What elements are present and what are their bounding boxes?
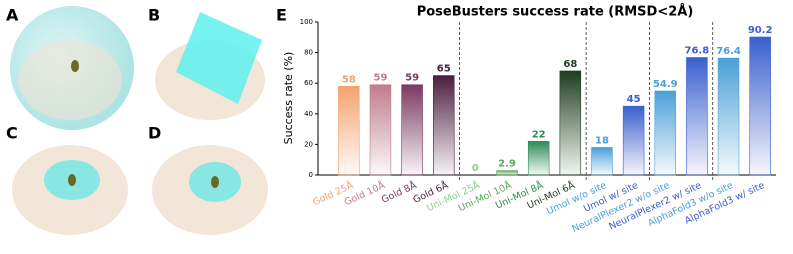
y-tick-label: 60 bbox=[304, 79, 313, 87]
bar bbox=[496, 170, 518, 176]
y-tick-label: 20 bbox=[304, 140, 313, 148]
value-label: 0 bbox=[472, 163, 479, 174]
panel-label: D bbox=[148, 124, 161, 143]
bar bbox=[749, 36, 771, 176]
bar bbox=[654, 90, 676, 176]
value-label: 59 bbox=[405, 73, 419, 84]
bar bbox=[591, 147, 613, 176]
value-label: 54.9 bbox=[653, 79, 678, 90]
value-label: 90.2 bbox=[748, 25, 773, 36]
bar bbox=[717, 57, 740, 176]
bar bbox=[369, 84, 392, 176]
bar bbox=[559, 70, 582, 176]
y-axis-label: Success rate (%) bbox=[282, 52, 295, 145]
value-label: 59 bbox=[374, 73, 388, 84]
chart-title: PoseBusters success rate (RMSD<2Å) bbox=[417, 4, 694, 20]
value-label: 76.8 bbox=[685, 45, 710, 56]
bar bbox=[527, 141, 550, 176]
y-tick-label: 100 bbox=[300, 18, 313, 26]
value-label: 65 bbox=[437, 64, 451, 75]
y-tick-label: 80 bbox=[304, 49, 313, 57]
bar bbox=[433, 75, 455, 176]
value-label: 18 bbox=[595, 135, 609, 146]
bar bbox=[622, 105, 645, 176]
panel-label: A bbox=[6, 6, 19, 25]
value-label: 22 bbox=[532, 129, 546, 140]
x-tick-label: Gold 8Å bbox=[379, 179, 418, 206]
value-label: 76.4 bbox=[716, 46, 741, 57]
protein-images bbox=[10, 6, 268, 235]
y-tick-label: 40 bbox=[304, 110, 313, 118]
value-label: 58 bbox=[342, 74, 356, 85]
panel-label: E bbox=[276, 6, 287, 25]
panel-label: B bbox=[148, 6, 160, 25]
value-label: 68 bbox=[563, 59, 577, 70]
value-label: 45 bbox=[627, 94, 641, 105]
bar bbox=[401, 84, 423, 176]
panel-label: C bbox=[6, 124, 18, 143]
bar bbox=[686, 57, 708, 176]
bar bbox=[338, 85, 360, 176]
y-tick-label: 0 bbox=[309, 171, 313, 179]
value-label: 2.9 bbox=[498, 159, 516, 170]
